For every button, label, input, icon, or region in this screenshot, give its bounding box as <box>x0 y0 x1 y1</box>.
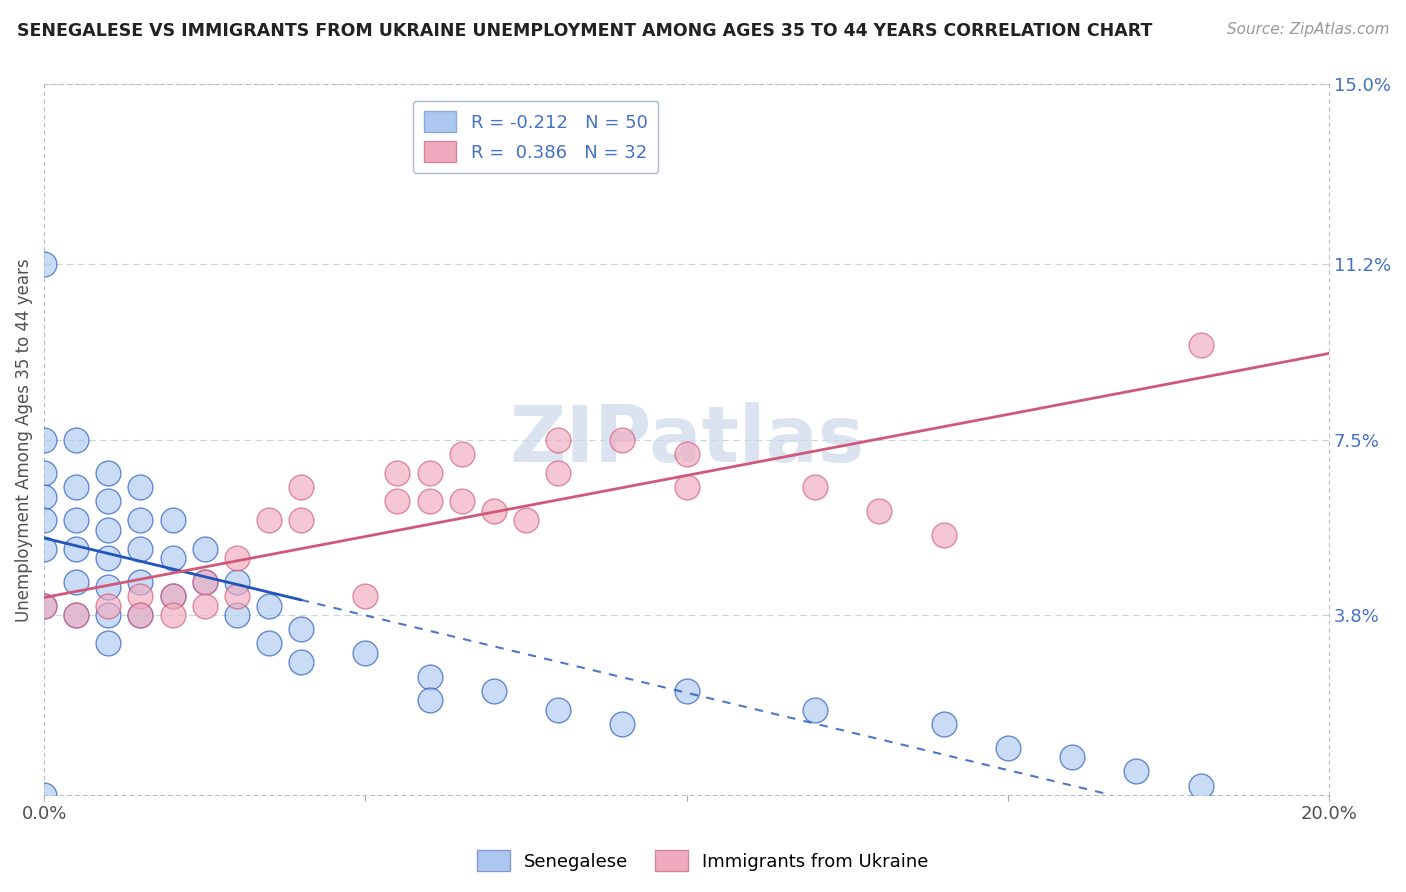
Point <box>257 599 280 613</box>
Point <box>515 513 537 527</box>
Point <box>419 466 441 480</box>
Point <box>482 504 505 518</box>
Point <box>129 574 152 589</box>
Point <box>32 433 55 447</box>
Point <box>354 646 377 660</box>
Text: Source: ZipAtlas.com: Source: ZipAtlas.com <box>1226 22 1389 37</box>
Point <box>450 494 472 508</box>
Point <box>32 466 55 480</box>
Point <box>97 636 120 650</box>
Point <box>1060 750 1083 764</box>
Point <box>804 703 827 717</box>
Point <box>675 447 697 461</box>
Point <box>225 608 247 623</box>
Y-axis label: Unemployment Among Ages 35 to 44 years: Unemployment Among Ages 35 to 44 years <box>15 258 32 622</box>
Point <box>932 717 955 731</box>
Point <box>129 589 152 603</box>
Point <box>129 541 152 556</box>
Point <box>194 541 217 556</box>
Point <box>1189 779 1212 793</box>
Point <box>97 599 120 613</box>
Point <box>97 608 120 623</box>
Point <box>225 551 247 566</box>
Point <box>65 608 87 623</box>
Point <box>162 589 184 603</box>
Point <box>932 527 955 541</box>
Point <box>97 494 120 508</box>
Point <box>65 574 87 589</box>
Point <box>1125 764 1147 779</box>
Point <box>32 599 55 613</box>
Point <box>32 513 55 527</box>
Point <box>419 670 441 684</box>
Point <box>482 683 505 698</box>
Point <box>194 574 217 589</box>
Point <box>290 513 312 527</box>
Point <box>257 636 280 650</box>
Point <box>1189 338 1212 352</box>
Point <box>290 656 312 670</box>
Point <box>868 504 890 518</box>
Point <box>675 480 697 494</box>
Point <box>290 480 312 494</box>
Legend: Senegalese, Immigrants from Ukraine: Senegalese, Immigrants from Ukraine <box>470 843 936 879</box>
Legend: R = -0.212   N = 50, R =  0.386   N = 32: R = -0.212 N = 50, R = 0.386 N = 32 <box>413 101 658 173</box>
Point <box>97 466 120 480</box>
Point <box>547 433 569 447</box>
Point <box>32 788 55 802</box>
Point <box>162 513 184 527</box>
Point <box>387 494 409 508</box>
Point <box>32 599 55 613</box>
Point <box>612 717 634 731</box>
Text: SENEGALESE VS IMMIGRANTS FROM UKRAINE UNEMPLOYMENT AMONG AGES 35 TO 44 YEARS COR: SENEGALESE VS IMMIGRANTS FROM UKRAINE UN… <box>17 22 1153 40</box>
Point <box>547 466 569 480</box>
Text: ZIPatlas: ZIPatlas <box>509 401 865 478</box>
Point <box>387 466 409 480</box>
Point <box>65 513 87 527</box>
Point <box>162 551 184 566</box>
Point <box>97 580 120 594</box>
Point <box>129 608 152 623</box>
Point <box>997 740 1019 755</box>
Point <box>804 480 827 494</box>
Point <box>32 541 55 556</box>
Point <box>547 703 569 717</box>
Point <box>65 480 87 494</box>
Point <box>419 494 441 508</box>
Point <box>65 608 87 623</box>
Point <box>612 433 634 447</box>
Point <box>225 574 247 589</box>
Point <box>675 683 697 698</box>
Point <box>65 433 87 447</box>
Point <box>194 599 217 613</box>
Point <box>419 693 441 707</box>
Point <box>129 513 152 527</box>
Point <box>32 257 55 271</box>
Point <box>162 589 184 603</box>
Point <box>162 608 184 623</box>
Point <box>32 490 55 504</box>
Point <box>450 447 472 461</box>
Point <box>257 513 280 527</box>
Point <box>97 523 120 537</box>
Point <box>129 480 152 494</box>
Point <box>129 608 152 623</box>
Point <box>225 589 247 603</box>
Point <box>354 589 377 603</box>
Point <box>65 541 87 556</box>
Point <box>194 574 217 589</box>
Point <box>97 551 120 566</box>
Point <box>290 622 312 636</box>
